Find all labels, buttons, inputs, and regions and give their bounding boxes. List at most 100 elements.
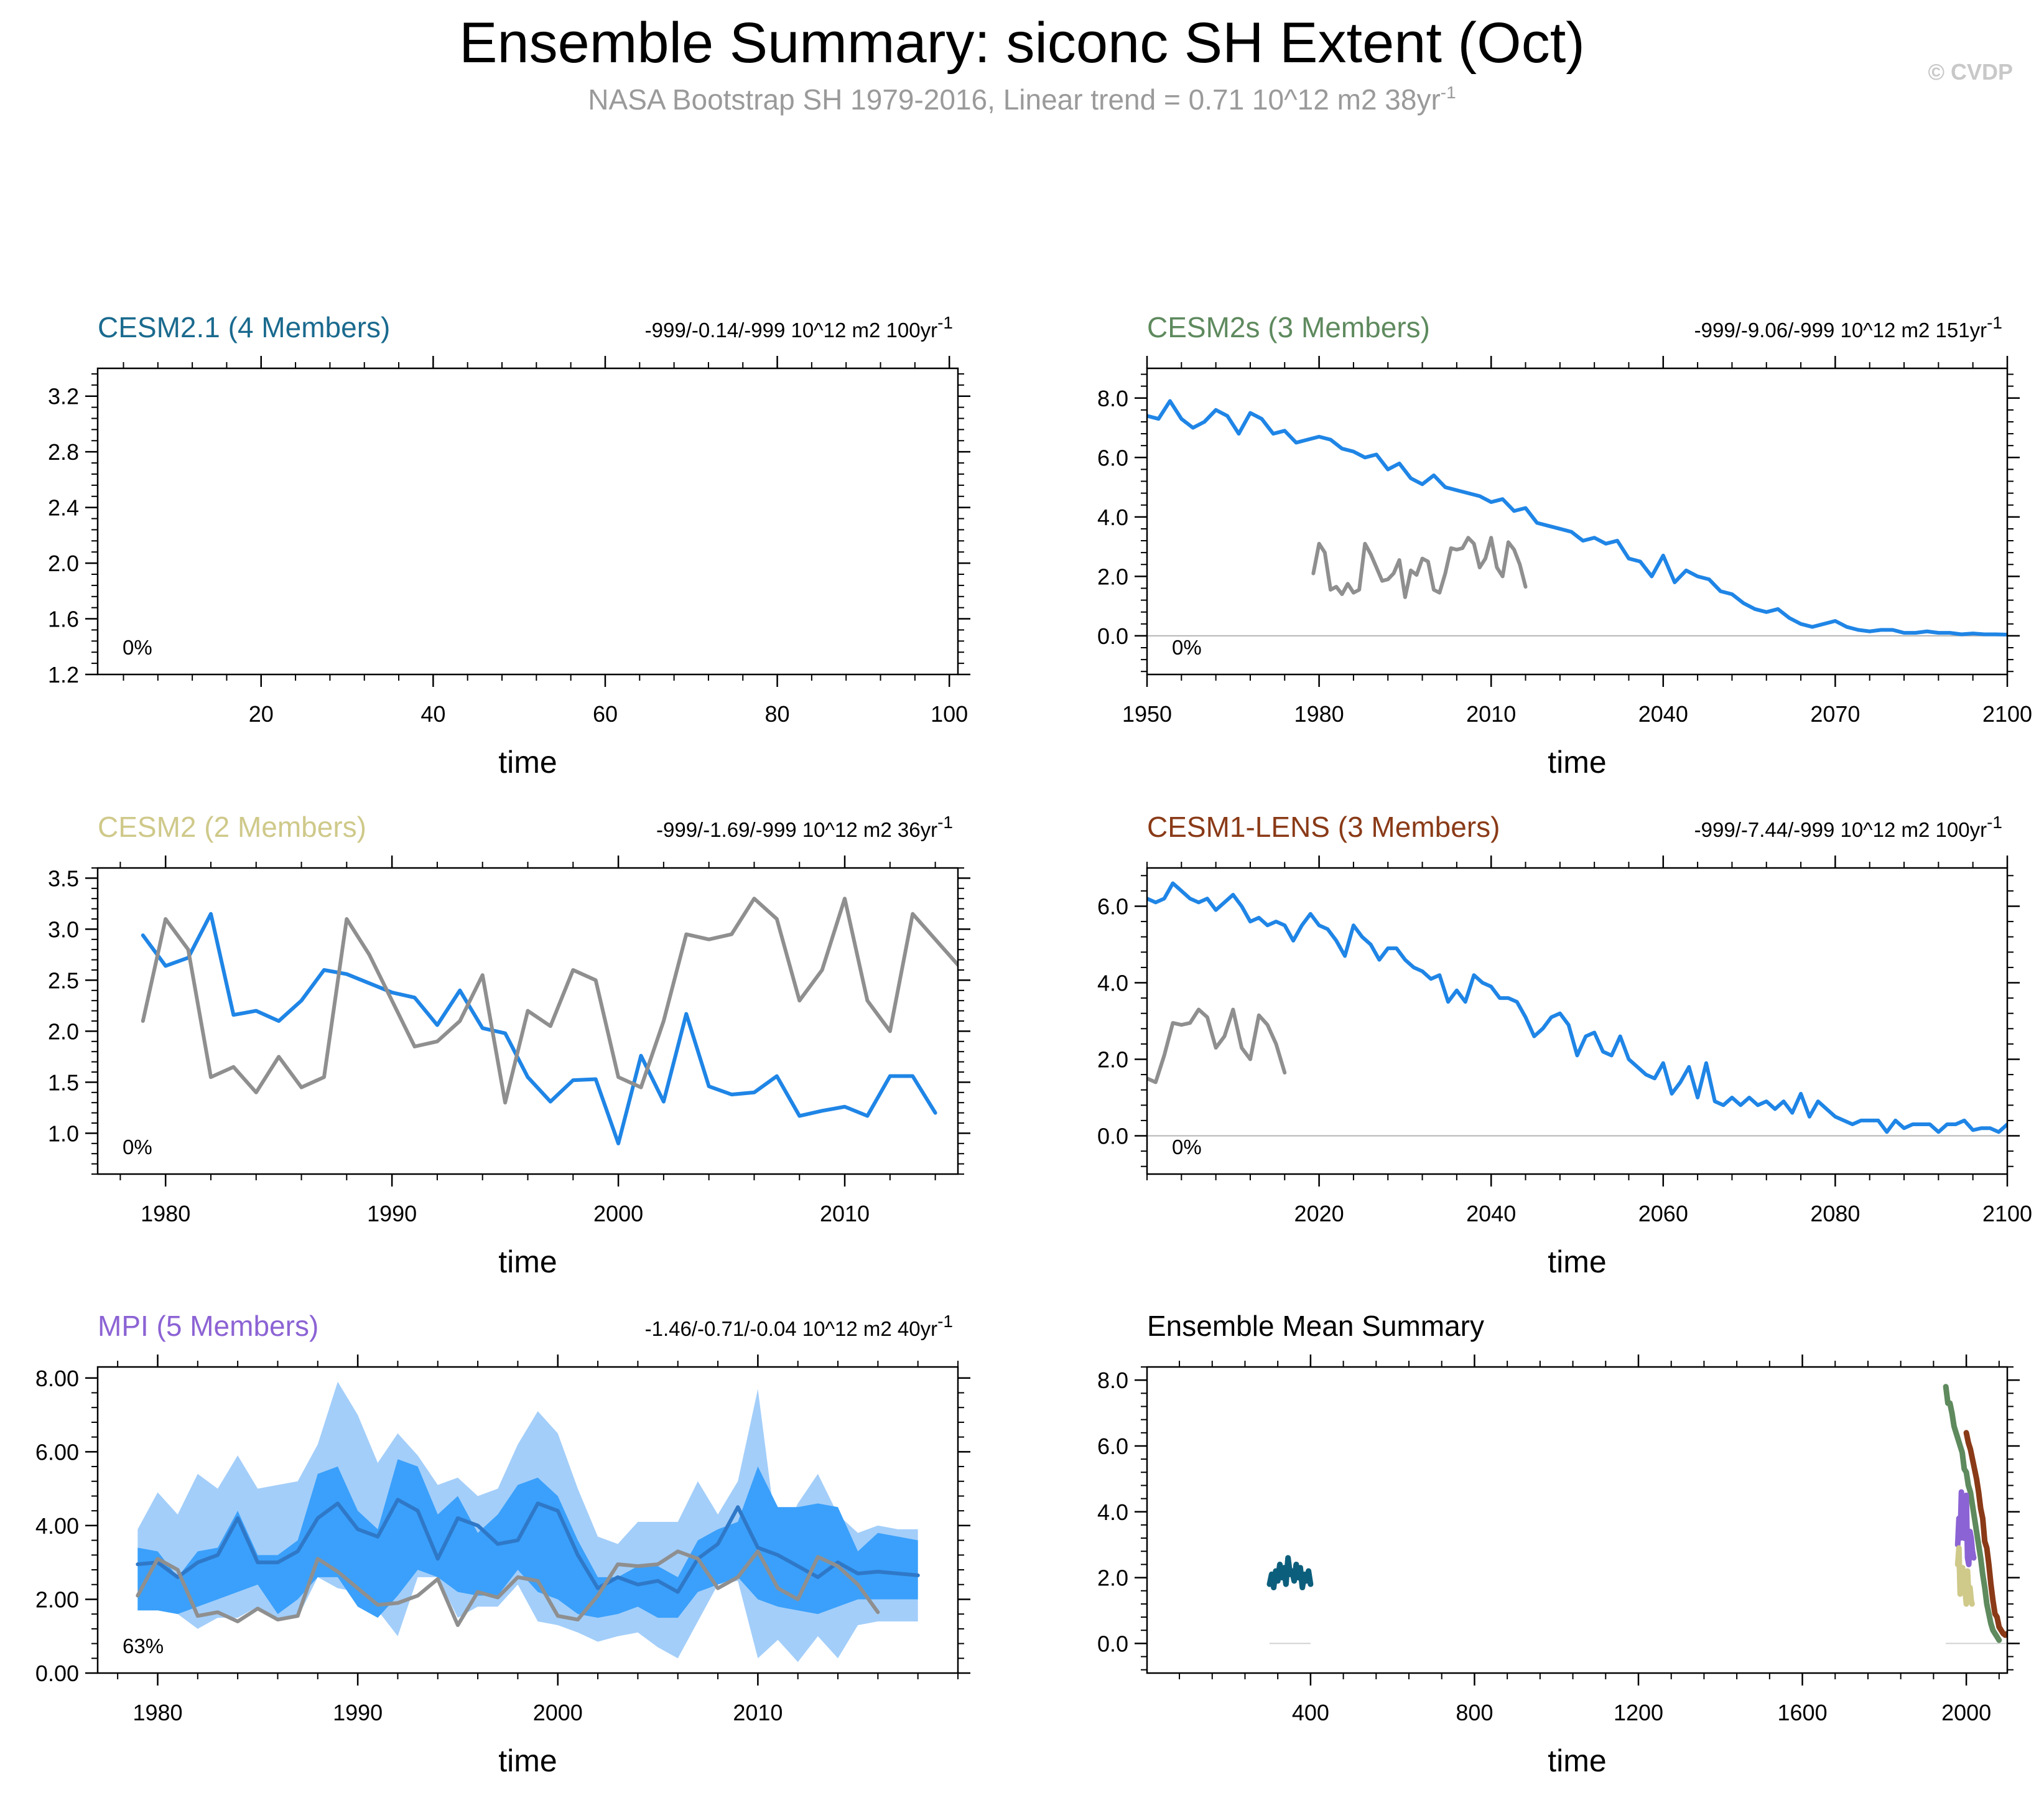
panel-ensmean: Ensemble Mean Summary 0.0 2.0 4.0 6.0 8.0 400 8…	[1097, 1310, 2020, 1778]
panel-title: CESM2.1 (4 Members)	[98, 311, 390, 343]
series-line-2	[1311, 536, 1528, 599]
panel-mpi: MPI (5 Members) -1.46/-0.71/-0.04 10^12 m…	[35, 1310, 970, 1778]
x-tick-label: 1600	[1778, 1700, 1828, 1725]
x-tick-label: 1200	[1614, 1700, 1663, 1725]
y-tick-label: 0.0	[1097, 623, 1128, 649]
percent-annotation: 63%	[123, 1634, 164, 1658]
x-tick-label: 1950	[1122, 701, 1172, 727]
panel-trend-text: -999/-0.14/-999 10^12 m2 100yr-1	[645, 313, 953, 342]
y-tick-label: 0.0	[1097, 1124, 1128, 1149]
x-axis-label: time	[498, 745, 557, 780]
y-tick-label: 2.0	[48, 1019, 79, 1044]
y-tick-label: 1.2	[48, 662, 79, 688]
panel-cesm21: CESM2.1 (4 Members) -999/-0.14/-999 10^12…	[48, 311, 970, 780]
percent-annotation: 0%	[1172, 636, 1202, 659]
y-tick-label: 2.0	[1097, 1565, 1128, 1591]
x-axis-label: time	[1548, 1244, 1606, 1279]
x-tick-label: 2010	[1466, 701, 1516, 727]
panel-trend-superscript: -1	[937, 813, 953, 832]
y-tick-label: 6.00	[35, 1439, 79, 1465]
x-tick-label: 40	[420, 701, 445, 727]
x-tick-label: 2080	[1810, 1201, 1860, 1226]
series-line-2	[141, 897, 958, 1105]
x-axis-label: time	[1548, 745, 1606, 780]
x-tick-label: 1980	[141, 1201, 190, 1226]
panel-cesm2: CESM2 (2 Members) -999/-1.69/-999 10^12 m…	[48, 811, 970, 1279]
y-tick-label: 1.6	[48, 607, 79, 632]
x-tick-label: 2010	[820, 1201, 870, 1226]
panel-trend-text: -1.46/-0.71/-0.04 10^12 m2 40yr-1	[645, 1312, 953, 1340]
percent-annotation: 0%	[1172, 1135, 1202, 1159]
series-line-5	[1954, 1545, 1975, 1607]
panel-trend-superscript: -1	[937, 1312, 953, 1331]
panel-trend-text: -999/-9.06/-999 10^12 m2 151yr-1	[1694, 313, 2002, 342]
y-tick-label: 1.0	[48, 1121, 79, 1146]
series-line-2	[1943, 1384, 2002, 1643]
plot-area	[141, 897, 958, 1145]
plot-area	[1147, 881, 2007, 1137]
panel-trend-superscript: -1	[1987, 313, 2002, 332]
y-tick-label: 6.0	[1097, 894, 1128, 920]
panel-frame	[1146, 867, 2009, 1175]
x-tick-label: 2000	[1941, 1700, 1991, 1725]
x-tick-label: 2060	[1638, 1201, 1688, 1226]
percent-annotation: 0%	[123, 1135, 152, 1159]
y-tick-label: 4.00	[35, 1513, 79, 1539]
series-line-2	[1147, 1007, 1287, 1084]
panels-container: CESM2.1 (4 Members) -999/-0.14/-999 10^12…	[35, 311, 2032, 1778]
x-tick-label: 2100	[1982, 701, 2032, 727]
x-tick-label: 400	[1292, 1700, 1329, 1725]
panel-frame	[1146, 1366, 2009, 1674]
panel-title: CESM2s (3 Members)	[1147, 311, 1430, 343]
y-tick-label: 8.00	[35, 1366, 79, 1391]
panel-title: CESM2 (2 Members)	[98, 811, 366, 843]
series-line-3	[1963, 1430, 2007, 1638]
x-axis-label: time	[498, 1743, 557, 1778]
plot-area	[1266, 1384, 2007, 1644]
x-tick-label: 100	[931, 701, 968, 727]
series-line-1	[1147, 881, 2007, 1134]
figure-subtitle-main: NASA Bootstrap SH 1979-2016, Linear tren…	[588, 83, 1441, 116]
panel-title: CESM1-LENS (3 Members)	[1147, 811, 1500, 843]
y-tick-label: 0.00	[35, 1661, 79, 1686]
panel-frame	[96, 367, 959, 676]
y-tick-label: 2.0	[1097, 564, 1128, 589]
y-tick-label: 3.2	[48, 384, 79, 409]
panel-trend-main: -999/-1.69/-999 10^12 m2 36yr	[656, 818, 937, 841]
panel-trend-main: -999/-7.44/-999 10^12 m2 100yr	[1694, 818, 1987, 841]
x-tick-label: 2000	[533, 1700, 583, 1725]
plot-area	[1147, 399, 2007, 637]
series-line-2	[136, 1549, 880, 1627]
copyright-label: © CVDP	[1928, 59, 2013, 85]
y-tick-label: 6.0	[1097, 1434, 1128, 1459]
x-tick-label: 2000	[593, 1201, 643, 1226]
y-tick-label: 3.0	[48, 916, 79, 942]
y-tick-label: 2.5	[48, 968, 79, 993]
y-tick-label: 2.0	[48, 551, 79, 576]
x-tick-label: 1980	[1294, 701, 1344, 727]
y-tick-label: 3.5	[48, 865, 79, 891]
x-axis-label: time	[498, 1244, 557, 1279]
plot-area	[136, 1381, 920, 1662]
x-tick-label: 2010	[733, 1700, 783, 1725]
series-line-1	[141, 912, 937, 1145]
panel-trend-main: -1.46/-0.71/-0.04 10^12 m2 40yr	[645, 1317, 937, 1340]
x-tick-label: 2070	[1810, 701, 1860, 727]
ensemble-spread-inner-band	[137, 1459, 918, 1618]
x-tick-label: 1990	[367, 1201, 417, 1226]
x-tick-label: 800	[1456, 1700, 1493, 1725]
panel-trend-superscript: -1	[937, 313, 953, 332]
panel-trend-main: -999/-0.14/-999 10^12 m2 100yr	[645, 319, 937, 342]
y-tick-label: 2.8	[48, 439, 79, 465]
panel-trend-main: -999/-9.06/-999 10^12 m2 151yr	[1694, 319, 1987, 342]
x-tick-label: 1980	[132, 1700, 182, 1725]
panel-title: Ensemble Mean Summary	[1147, 1310, 1484, 1342]
figure-title: Ensemble Summary: siconc SH Extent (Oct)	[459, 11, 1585, 75]
panel-cesm2s: CESM2s (3 Members) -999/-9.06/-999 10^12 …	[1097, 311, 2032, 780]
y-tick-label: 8.0	[1097, 1368, 1128, 1393]
series-line-1	[1266, 1555, 1314, 1590]
panel-trend-superscript: -1	[1987, 813, 2002, 832]
x-tick-label: 1990	[333, 1700, 383, 1725]
y-tick-label: 1.5	[48, 1070, 79, 1095]
